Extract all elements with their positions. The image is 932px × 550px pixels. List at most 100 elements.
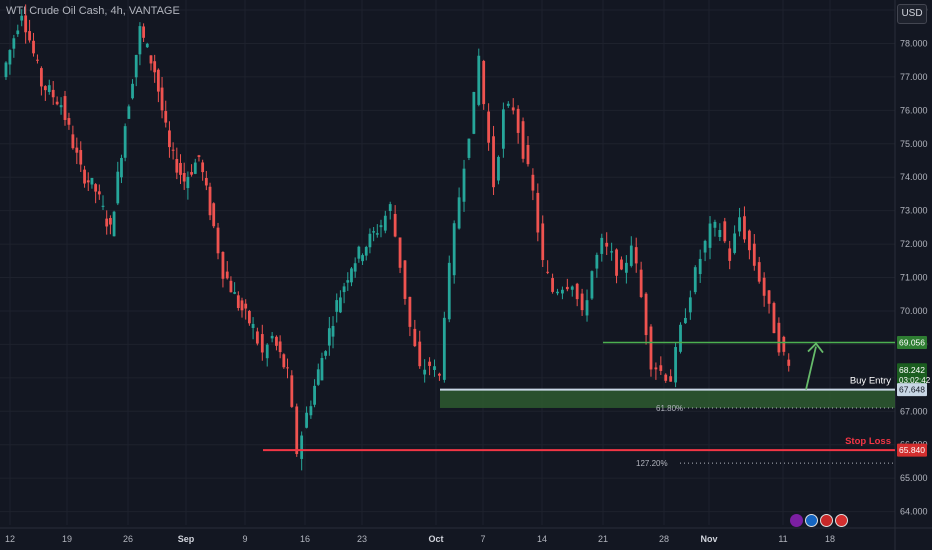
us-flag-icon[interactable] [820, 514, 833, 527]
fib-618-label: 61.80% [656, 404, 683, 413]
price-tick-label: 71.000 [900, 273, 928, 283]
time-tick-label: 26 [123, 534, 133, 544]
candle-body [270, 335, 274, 339]
candle-body [24, 15, 28, 33]
candle-body [116, 171, 120, 204]
stop-loss-label: Stop Loss [845, 436, 891, 447]
time-tick-label: 7 [480, 534, 485, 544]
candle-body [300, 435, 304, 459]
entry-zone[interactable] [440, 389, 895, 408]
candle-body [472, 91, 476, 134]
candle-body [605, 242, 609, 247]
candle-body [260, 334, 264, 353]
candle-body [179, 162, 182, 175]
candle-body [747, 230, 751, 251]
candle-body [32, 40, 35, 54]
candle-body [357, 246, 361, 259]
price-tick-label: 77.000 [900, 72, 928, 82]
candle-body [190, 172, 193, 175]
candle-body [309, 406, 313, 416]
candle-body [684, 317, 687, 324]
candle-body [364, 246, 368, 256]
candle-body [90, 177, 94, 185]
candle-body [149, 55, 153, 64]
candle-body [353, 263, 357, 272]
candle-body [541, 223, 545, 261]
candle-body [462, 168, 466, 202]
candle-body [368, 233, 372, 248]
buy-entry-label: Buy Entry [850, 376, 891, 387]
lightning-icon[interactable] [790, 514, 803, 527]
time-tick-label: Sep [178, 534, 195, 544]
candle-body [94, 184, 98, 192]
candle-body [536, 192, 540, 233]
current-price-tag: 68.242 [899, 365, 925, 375]
candle-body [693, 267, 697, 293]
entry-price-tag-bg [897, 383, 927, 397]
candle-body [516, 108, 520, 133]
us-flag-icon[interactable] [805, 514, 818, 527]
candle-body [418, 341, 422, 367]
price-tick-label: 75.000 [900, 139, 928, 149]
candle-body [428, 361, 431, 366]
candle-body [193, 162, 197, 174]
time-tick-label: Nov [700, 534, 717, 544]
stop-price-tag-bg [897, 443, 927, 457]
candle-body [236, 295, 240, 308]
candle-body [320, 358, 324, 381]
price-tick-label: 70.000 [900, 306, 928, 316]
candle-body [131, 83, 134, 99]
candle-body [664, 374, 668, 381]
candle-body [83, 169, 86, 184]
candle-body [654, 367, 658, 370]
candle-body [346, 280, 350, 283]
candle-body [255, 331, 259, 344]
symbol-title[interactable]: WTI Crude Oil Cash, 4h, VANTAGE [6, 5, 180, 17]
candle-body [743, 216, 746, 240]
candle-body [728, 248, 732, 261]
time-tick-label: 12 [5, 534, 15, 544]
candle-body [546, 271, 550, 273]
candle-body [290, 375, 294, 407]
candle-body [383, 215, 387, 231]
candle-body [629, 245, 633, 266]
candle-body [278, 341, 282, 353]
candle-body [679, 324, 682, 352]
candle-body [164, 111, 168, 123]
candle-body [138, 26, 142, 55]
candle-body [4, 62, 8, 78]
candle-body [8, 50, 12, 65]
candle-body [182, 173, 186, 182]
arrow-icon[interactable] [805, 346, 817, 390]
candle-body [610, 251, 614, 253]
candle-body [595, 254, 599, 269]
currency-button[interactable]: USD [897, 4, 927, 24]
candle-body [403, 260, 407, 299]
candle-body [590, 271, 594, 299]
candle-body [55, 101, 59, 105]
price-tick-label: 72.000 [900, 239, 928, 249]
candle-body [408, 296, 412, 327]
candle-body [433, 366, 436, 371]
candle-body [313, 385, 316, 405]
candle-body [244, 303, 248, 309]
candle-body [186, 176, 190, 189]
time-tick-label: 28 [659, 534, 669, 544]
candle-body [521, 121, 525, 159]
candle-body [275, 336, 278, 346]
entry-price-tag: 67.648 [899, 385, 925, 395]
candle-body [86, 180, 90, 183]
candle-body [342, 286, 346, 293]
us-flag-icon[interactable] [835, 514, 848, 527]
candle-body [624, 262, 628, 273]
candle-body [233, 292, 237, 294]
candle-body [225, 271, 229, 279]
candle-body [120, 157, 123, 178]
candle-body [511, 107, 515, 111]
candle-body [718, 229, 722, 238]
candle-body [327, 328, 331, 346]
candle-body [762, 277, 766, 296]
candle-body [171, 149, 175, 151]
